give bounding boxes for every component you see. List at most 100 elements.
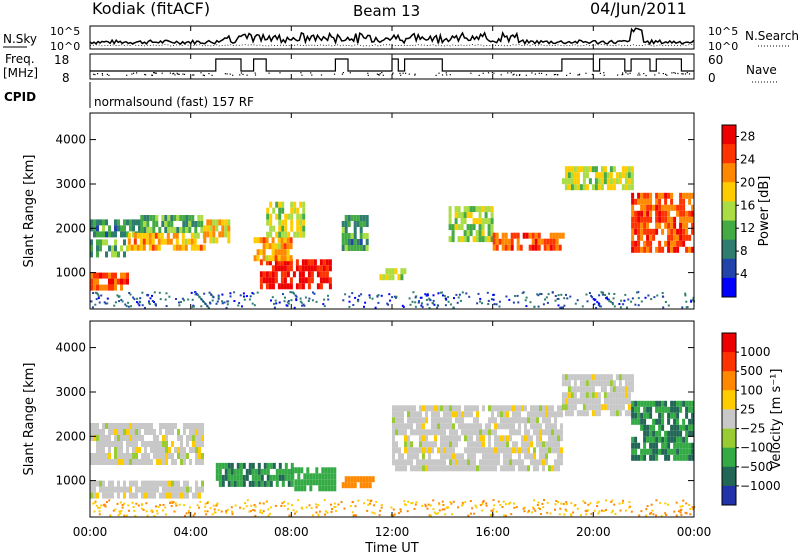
heatmap-cell — [278, 201, 282, 208]
heatmap-cell — [582, 178, 586, 185]
heatmap-speckle — [493, 303, 496, 306]
heatmap-speckle — [410, 502, 413, 505]
nave-dot — [449, 74, 451, 76]
heatmap-cell — [177, 453, 180, 459]
heatmap-speckle — [498, 305, 501, 308]
nave-dot — [654, 74, 656, 76]
heatmap-speckle — [145, 502, 148, 505]
heatmap-speckle — [587, 503, 590, 506]
heatmap-cell — [661, 424, 665, 431]
heatmap-cell — [667, 222, 671, 229]
heatmap-cell — [300, 479, 304, 486]
heatmap-cell — [171, 459, 174, 465]
heatmap-cell — [494, 429, 497, 436]
nave-dot — [622, 72, 624, 74]
colorbar-tick-label: 20 — [740, 175, 755, 189]
heatmap-speckle — [393, 513, 396, 516]
heatmap-speckle — [661, 295, 664, 298]
heatmap-cell — [269, 219, 273, 226]
heatmap-speckle — [280, 505, 283, 507]
heatmap-cell — [631, 234, 635, 241]
heatmap-cell — [401, 423, 404, 430]
heatmap-speckle — [449, 303, 452, 306]
heatmap-cell — [479, 429, 482, 436]
heatmap-cell — [392, 447, 395, 454]
heatmap-speckle — [650, 503, 653, 506]
heatmap-speckle — [95, 504, 98, 507]
heatmap-cell — [637, 192, 641, 199]
heatmap-cell — [682, 216, 686, 223]
heatmap-speckle — [211, 299, 214, 302]
heatmap-cell — [679, 216, 683, 223]
heatmap-cell — [99, 231, 102, 238]
heatmap-speckle — [292, 509, 295, 512]
heatmap-cell — [90, 459, 93, 465]
heatmap-speckle — [203, 292, 206, 295]
heatmap-cell — [127, 238, 131, 245]
heatmap-cell — [640, 412, 644, 419]
heatmap-cell — [682, 222, 686, 229]
heatmap-cell — [621, 404, 625, 411]
heatmap-cell — [649, 198, 653, 205]
heatmap-speckle — [278, 301, 281, 304]
x-tick-label: 00:00 — [677, 525, 712, 539]
heatmap-cell — [174, 459, 177, 465]
heatmap-cell — [582, 410, 586, 417]
heatmap-cell — [304, 265, 308, 272]
heatmap-cell — [322, 271, 326, 278]
heatmap-cell — [398, 423, 401, 430]
colorbar-tick-label: 4 — [740, 267, 748, 281]
heatmap-speckle — [245, 295, 248, 298]
heatmap-cell — [195, 441, 198, 447]
nave-dot — [279, 72, 281, 74]
heatmap-cell — [195, 486, 198, 493]
heatmap-cell — [643, 228, 647, 235]
heatmap-cell — [410, 417, 413, 424]
heatmap-speckle — [368, 296, 371, 299]
heatmap-cell — [272, 462, 276, 469]
heatmap-speckle — [141, 291, 144, 294]
heatmap-cell — [221, 474, 225, 481]
heatmap-cell — [188, 215, 192, 221]
heatmap-cell — [446, 423, 449, 430]
heatmap-cell — [262, 237, 266, 244]
heatmap-cell — [307, 277, 311, 284]
heatmap-cell — [576, 184, 580, 191]
heatmap-cell — [135, 486, 138, 493]
heatmap-cell — [365, 476, 369, 483]
heatmap-cell — [640, 234, 644, 241]
heatmap-cell — [525, 232, 529, 239]
heatmap-cell — [289, 283, 293, 290]
colorbar-segment — [722, 258, 736, 279]
heatmap-cell — [576, 172, 580, 179]
heatmap-speckle — [605, 297, 608, 300]
heatmap-cell — [413, 429, 416, 436]
colorbar-tick-label: 1000 — [740, 345, 771, 359]
heatmap-speckle — [196, 294, 199, 296]
heatmap-cell — [488, 435, 491, 442]
heatmap-cell — [164, 215, 168, 221]
heatmap-cell — [440, 441, 443, 448]
heatmap-cell — [603, 374, 607, 381]
heatmap-cell — [521, 441, 524, 448]
heatmap-cell — [236, 474, 240, 481]
heatmap-speckle — [357, 298, 360, 301]
heatmap-cell — [278, 207, 282, 214]
heatmap-speckle — [318, 510, 321, 513]
heatmap-cell — [173, 215, 177, 221]
heatmap-speckle — [251, 292, 254, 294]
heatmap-speckle — [237, 304, 240, 307]
heatmap-cell — [123, 251, 126, 258]
heatmap-speckle — [576, 507, 579, 510]
nave-dot — [240, 72, 242, 74]
heatmap-speckle — [226, 300, 229, 303]
heatmap-cell — [271, 271, 275, 278]
heatmap-cell — [600, 178, 604, 185]
heatmap-speckle — [204, 502, 207, 505]
heatmap-speckle — [243, 298, 246, 301]
heatmap-cell — [281, 480, 285, 487]
nave-dot — [101, 73, 103, 75]
nave-dot — [629, 72, 631, 74]
heatmap-cell — [682, 234, 686, 241]
heatmap-cell — [259, 249, 263, 256]
